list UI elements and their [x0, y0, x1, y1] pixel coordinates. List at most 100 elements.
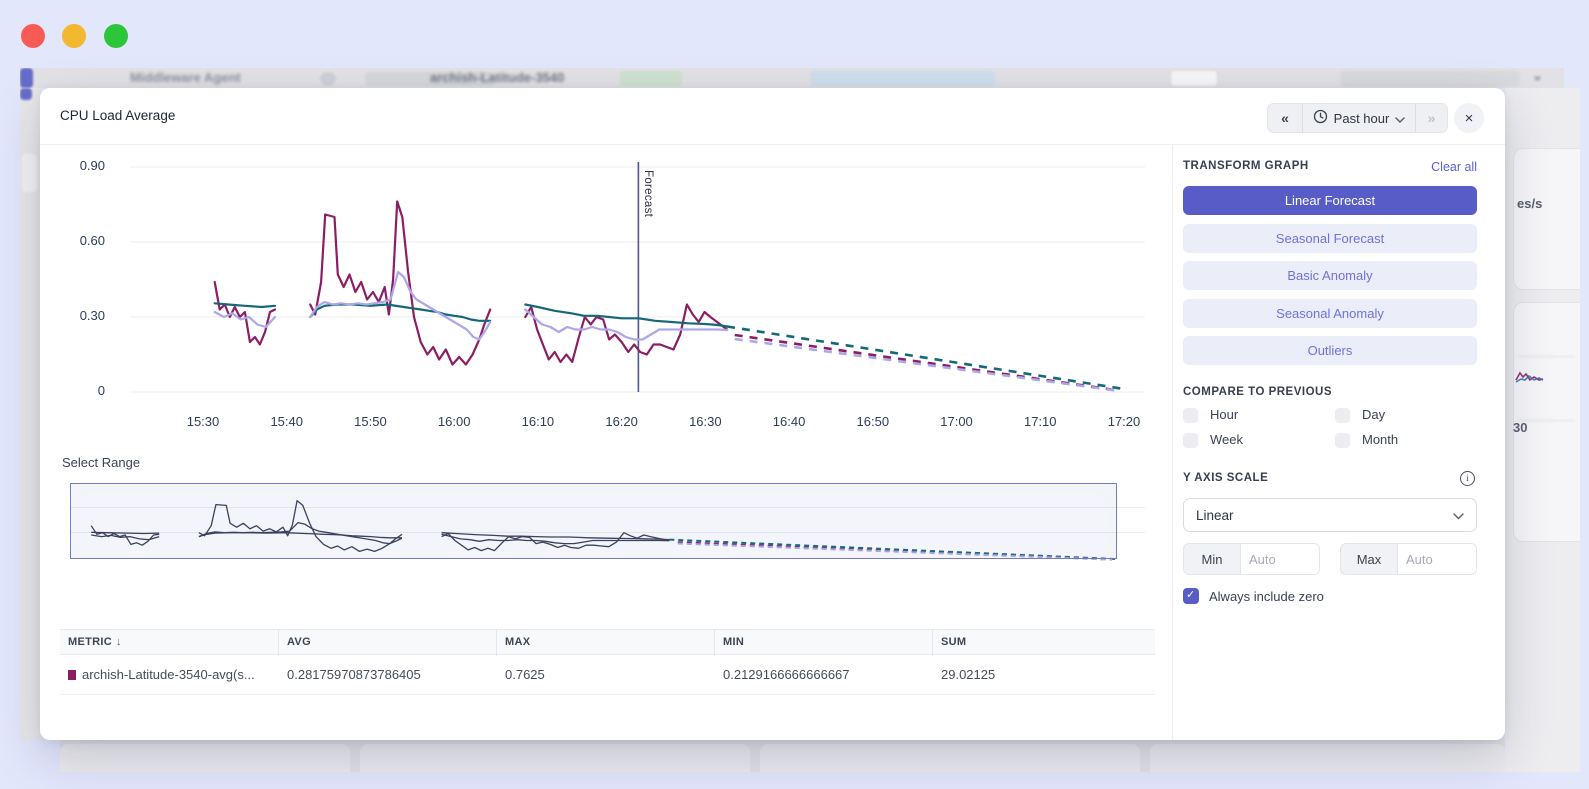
background-info-bar — [810, 71, 995, 86]
x-tick-label: 16:10 — [521, 414, 555, 429]
time-range-dropdown[interactable]: Past hour — [1302, 104, 1415, 132]
always-include-zero-label: Always include zero — [1209, 589, 1324, 604]
yaxis-max-group: Max — [1340, 543, 1477, 575]
column-header-metric[interactable]: METRIC ↓ — [68, 636, 122, 648]
time-range-label: Past hour — [1333, 110, 1390, 126]
table-row[interactable]: archish-Latitude-3540-avg(s... 0.2817597… — [60, 655, 1155, 695]
chevron-down-icon — [1453, 508, 1464, 523]
x-tick-label: 16:00 — [437, 414, 471, 429]
column-divider — [496, 630, 497, 656]
range-selection-box[interactable] — [70, 483, 1117, 559]
y-tick-label: 0.90 — [79, 158, 105, 173]
min-cell: 0.2129166666666667 — [723, 667, 850, 682]
background-card-fragment — [1150, 744, 1505, 772]
background-tick-fragment: 30 — [1513, 420, 1528, 435]
background-host-title: archish-Latitude-3540 — [430, 70, 565, 85]
background-bottom-cards — [60, 740, 1505, 772]
y-tick-label: 0 — [97, 383, 105, 398]
x-tick-label: 15:50 — [354, 414, 387, 429]
time-prev-button[interactable]: « — [1281, 110, 1289, 126]
avg-cell: 0.28175970873786405 — [287, 667, 421, 682]
column-header-min[interactable]: MIN — [723, 636, 745, 648]
x-tick-label: 15:40 — [270, 414, 303, 429]
compare-day-checkbox[interactable] — [1335, 408, 1350, 423]
compare-week-checkbox[interactable] — [1183, 433, 1198, 448]
column-divider — [714, 630, 715, 656]
cpu-load-modal: CPU Load Average « Past hour » × 0 0.30 0.… — [40, 88, 1505, 740]
y-tick-label: 0.60 — [79, 233, 105, 248]
y-axis-scale-title: Y AXIS SCALE — [1183, 472, 1269, 484]
background-card-fragment — [22, 154, 37, 192]
column-divider — [278, 630, 279, 656]
forecast-marker-label: Forecast — [642, 170, 654, 218]
x-tick-label: 16:50 — [856, 414, 890, 429]
always-include-zero-checkbox[interactable] — [1183, 588, 1199, 604]
select-range-label: Select Range — [62, 455, 141, 470]
x-tick-label: 16:40 — [772, 414, 806, 429]
column-header-max[interactable]: MAX — [505, 636, 531, 648]
background-status-badge — [620, 71, 682, 86]
background-agent-label: Middleware Agent — [130, 70, 241, 85]
transform-graph-title: TRANSFORM GRAPH — [1183, 160, 1309, 172]
background-divider — [1519, 420, 1575, 421]
x-tick-label: 17:00 — [940, 414, 973, 429]
chevron-down-icon — [1395, 111, 1406, 126]
metric-name-cell: archish-Latitude-3540-avg(s... — [82, 667, 255, 682]
background-pill — [365, 72, 495, 86]
compare-previous-title: COMPARE TO PREVIOUS — [1183, 386, 1333, 398]
transform-button-seasonal-forecast[interactable]: Seasonal Forecast — [1183, 223, 1477, 253]
background-right-panel: es/s 30 — [1505, 88, 1580, 772]
compare-month-label: Month — [1362, 432, 1399, 447]
column-header-avg[interactable]: AVG — [287, 636, 311, 648]
x-tick-label: 17:20 — [1107, 414, 1141, 429]
transform-button-seasonal-anomaly[interactable]: Seasonal Anomaly — [1183, 298, 1477, 328]
series-color-swatch — [68, 670, 76, 680]
x-tick-label: 16:20 — [605, 414, 638, 429]
yaxis-min-input[interactable] — [1240, 543, 1320, 575]
yaxis-max-input[interactable] — [1397, 543, 1477, 575]
close-icon[interactable]: × — [1454, 103, 1484, 133]
yaxis-scale-select[interactable]: Linear — [1183, 498, 1477, 532]
background-left-edge — [20, 88, 40, 740]
window-minimize-button[interactable] — [62, 24, 86, 48]
modal-title: CPU Load Average — [60, 108, 176, 123]
x-tick-label: 15:30 — [186, 414, 220, 429]
max-cell: 0.7625 — [505, 667, 545, 682]
time-next-button[interactable]: » — [1415, 104, 1447, 132]
info-icon[interactable] — [1460, 471, 1475, 486]
background-unit-fragment: es/s — [1517, 196, 1543, 211]
y-tick-label: 0.30 — [79, 308, 105, 323]
sidebar-divider — [1172, 145, 1173, 740]
transform-button-outliers[interactable]: Outliers — [1183, 336, 1477, 365]
background-card-fragment — [1513, 302, 1580, 542]
compare-hour-checkbox[interactable] — [1183, 408, 1198, 423]
x-tick-label: 16:30 — [689, 414, 722, 429]
compare-month-checkbox[interactable] — [1335, 433, 1350, 448]
transform-button-basic-anomaly[interactable]: Basic Anomaly — [1183, 261, 1477, 290]
compare-hour-label: Hour — [1210, 407, 1239, 422]
metric-table-header: METRIC ↓ AVG MAX MIN SUM — [60, 629, 1155, 656]
background-chevron-icon: ⌄ — [1532, 68, 1543, 83]
compare-week-label: Week — [1210, 432, 1243, 447]
window-zoom-button[interactable] — [104, 24, 128, 48]
time-range-nav: « Past hour » — [1267, 103, 1448, 133]
clock-icon — [1313, 109, 1328, 127]
clear-all-link[interactable]: Clear all — [1431, 160, 1477, 174]
sort-desc-icon: ↓ — [115, 636, 122, 648]
yaxis-min-group: Min — [1183, 543, 1320, 575]
header-divider — [40, 144, 1505, 145]
x-tick-label: 17:10 — [1023, 414, 1057, 429]
window-close-button[interactable] — [21, 24, 45, 48]
column-header-sum[interactable]: SUM — [941, 636, 967, 648]
background-card-fragment — [760, 744, 1140, 772]
background-app-topbar: Middleware Agent archish-Latitude-3540 ⌄ — [20, 68, 1564, 88]
background-card-fragment — [1513, 148, 1580, 290]
background-toolbar-fragment — [1340, 71, 1520, 87]
background-sidebar-fragment — [20, 88, 32, 100]
max-label: Max — [1340, 543, 1397, 575]
transform-button-linear-forecast[interactable]: Linear Forecast — [1183, 186, 1477, 215]
compare-day-label: Day — [1362, 407, 1386, 422]
sum-cell: 29.02125 — [941, 667, 996, 682]
background-divider — [1519, 356, 1575, 357]
background-help-icon — [320, 72, 336, 86]
